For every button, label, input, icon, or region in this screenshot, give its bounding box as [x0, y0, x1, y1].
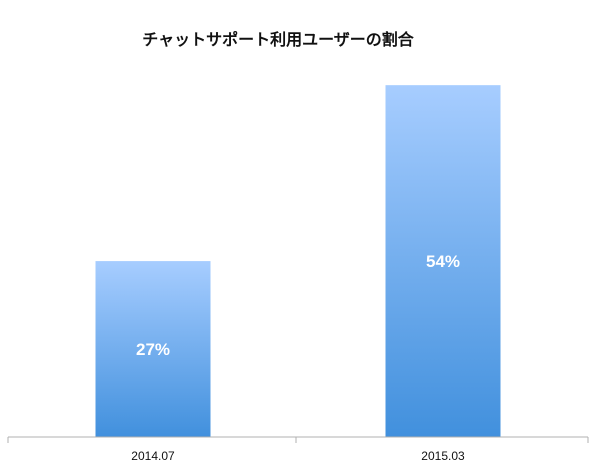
data-label-2015.03: 54% — [426, 252, 460, 271]
x-tick-label-2015.03: 2015.03 — [421, 449, 465, 463]
chart-title: チャットサポート利用ユーザーの割合 — [142, 30, 415, 49]
bar-2015.03 — [385, 85, 501, 437]
x-tick-label-2014.07: 2014.07 — [131, 449, 175, 463]
bars-group: 27% 54% — [95, 85, 501, 437]
x-tick-labels: 2014.07 2015.03 — [131, 449, 465, 463]
data-label-2014.07: 27% — [136, 340, 170, 359]
bar-2014.07 — [95, 261, 211, 437]
